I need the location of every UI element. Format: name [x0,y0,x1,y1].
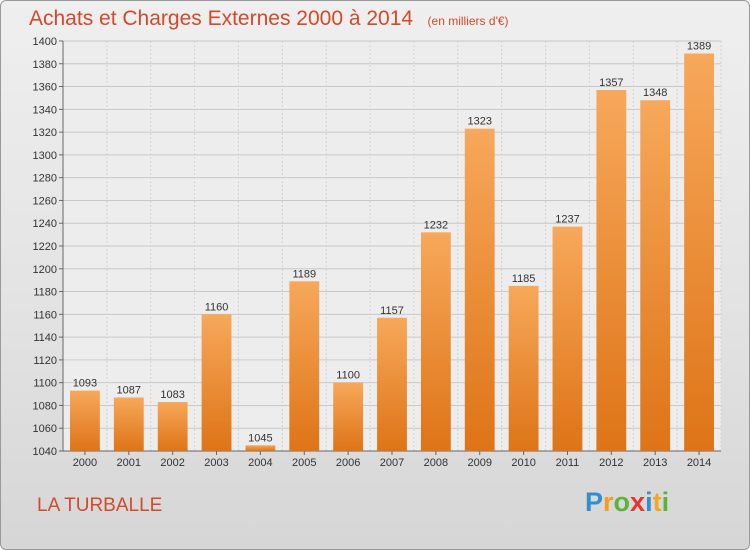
bar-2007 [377,317,407,451]
y-tick-label: 1300 [33,150,57,162]
city-label: LA TURBALLE [37,495,163,516]
x-tick-label-2000: 2000 [73,457,97,469]
value-label-2012: 1357 [599,77,623,89]
y-tick-label: 1040 [33,446,57,458]
y-tick-label: 1240 [33,218,57,230]
bar-2005 [289,281,320,451]
x-tick-label-2007: 2007 [380,457,404,469]
x-tick-label-2003: 2003 [204,457,228,469]
y-tick-label: 1200 [33,264,57,276]
label-layer: 1093 2000 1087 2001 1083 2002 1160 2003 1045 2004… [73,41,712,469]
bar-2001 [113,397,144,451]
bar-2010 [508,285,539,451]
bar-2002 [157,402,188,451]
y-tick-label: 1380 [33,59,57,71]
x-tick-label-2008: 2008 [424,457,448,469]
x-tick-label-2013: 2013 [643,457,667,469]
bar-2003 [201,314,232,451]
bar-2012 [596,89,627,451]
y-tick-label: 1220 [33,241,57,253]
title-row: Achats et Charges Externes 2000 à 2014 (… [29,7,509,31]
x-tick-label-2006: 2006 [336,457,360,469]
x-tick-label-2012: 2012 [599,457,623,469]
x-tick-label-2001: 2001 [117,457,141,469]
value-label-2011: 1237 [555,214,579,226]
value-label-2005: 1189 [292,268,316,280]
x-tick-label-2009: 2009 [467,457,491,469]
bar-2000 [70,390,100,451]
chart-title: Achats et Charges Externes 2000 à 2014 [29,7,414,30]
x-tick-label-2005: 2005 [292,457,316,469]
y-tick-label: 1340 [33,104,57,116]
y-tick-label: 1360 [33,82,57,94]
value-label-2014: 1389 [687,41,711,53]
y-tick-label: 1060 [33,423,57,435]
bar-2013 [640,100,671,451]
y-tick-label: 1080 [33,400,57,412]
bar-2004 [245,445,276,451]
x-tick-label-2002: 2002 [160,457,184,469]
bar-2006 [333,382,364,451]
bar-2008 [420,232,451,451]
y-tick-label: 1100 [33,378,57,390]
bar-2011 [552,226,583,451]
value-label-2013: 1348 [643,87,667,99]
y-tick-label: 1260 [33,195,57,207]
y-tick-label: 1280 [33,173,57,185]
x-tick-label-2004: 2004 [248,457,272,469]
value-label-2002: 1083 [160,389,184,401]
value-label-2007: 1157 [380,305,404,317]
chart-subtitle: (en milliers d'€) [427,14,509,28]
y-tick-label: 1160 [33,309,57,321]
value-label-2009: 1323 [467,116,491,128]
y-tick-label: 1120 [33,355,57,367]
proxiti-logo[interactable]: Proxiti [585,487,670,517]
x-tick-label-2014: 2014 [687,457,711,469]
value-label-2003: 1160 [205,301,229,313]
bar-2009 [464,128,495,451]
value-label-2004: 1045 [248,432,272,444]
y-tick-label: 1180 [33,287,57,299]
y-tick-label: 1140 [33,332,57,344]
value-label-2010: 1185 [512,273,536,285]
value-label-2000: 1093 [73,378,97,390]
bar-layer [70,53,714,452]
y-tick-label: 1320 [33,127,57,139]
value-label-2001: 1087 [117,384,141,396]
value-label-2006: 1100 [336,370,360,382]
value-label-2008: 1232 [424,219,448,231]
x-tick-label-2010: 2010 [511,457,535,469]
bar-2014 [684,53,714,452]
x-tick-label-2011: 2011 [556,457,580,469]
y-tick-label: 1400 [33,36,57,48]
